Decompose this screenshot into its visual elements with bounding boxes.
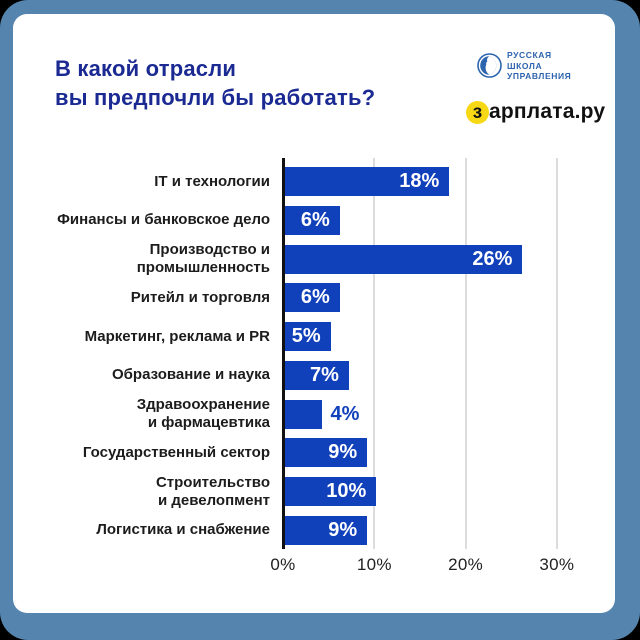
page-title: В какой отрасли вы предпочли бы работать… [55,54,375,112]
gridline [555,158,558,549]
bar-value-label: 10% [326,480,367,502]
zarplata-logo: з арплата.ру [466,100,605,124]
bar-category-label: Государственный сектор [82,443,270,461]
page-title-line2: вы предпочли бы работать? [55,85,376,110]
bar-category-label: Здравоохранение и фармацевтика [136,396,270,431]
gridline [464,158,467,549]
rshu-logo-text-line2: ШКОЛА [507,60,543,71]
bar-value-label: 9% [328,518,358,541]
bar-value-label: 6% [300,286,330,309]
bar-value-label: 6% [300,208,330,231]
gridline [373,158,376,549]
bar-chart: 0% 10% 20% 30% IT и технологии 18% Финансы и б… [13,14,615,613]
bar-value-label: 4% [330,402,360,425]
bar-category-label: Образование и наука [111,366,270,384]
bar [285,399,322,429]
infographic-card: В какой отрасли вы предпочли бы работать… [13,14,615,613]
x-tick-label: 0% [270,555,296,574]
y-axis-line [282,158,285,549]
bar [285,167,450,196]
zarplata-logo-text: арплата.ру [489,100,606,123]
rshu-logo: РУССКАЯ ШКОЛА УПРАВЛЕНИЯ [477,50,571,82]
bar-category-label: Маркетинг, реклама и PR [84,327,270,345]
bar-category-label: IT и технологии [154,172,270,190]
bar [285,244,523,274]
bar-category-label: Финансы и банковское дело [57,211,270,229]
rshu-logo-text-line3: УПРАВЛЕНИЯ [507,71,572,81]
page-title-line1: В какой отрасли [55,56,237,81]
bar-value-label: 9% [328,441,358,464]
bar-category-label: Производство и промышленность [136,241,270,276]
bar-category-label: Ритейл и торговля [130,288,270,306]
rshu-logo-text-line1: РУССКАЯ [507,50,552,60]
rshu-logo-text: РУССКАЯ ШКОЛА УПРАВЛЕНИЯ [507,50,571,82]
zarplata-logo-icon: з [466,100,489,124]
bar-category-label: Строительство и девелопмент [155,473,270,509]
bar-value-label: 7% [310,363,339,386]
bar [285,205,340,235]
bar-value-label: 26% [472,247,513,270]
bar [285,283,340,313]
x-tick-label: 20% [448,555,484,574]
rshu-logo-icon [477,53,502,79]
bar-value-label: 5% [291,325,321,347]
x-tick-label: 30% [539,555,575,574]
bar [285,360,349,390]
bar-category-label: Логистика и снабжение [96,521,270,539]
bar [285,438,368,468]
x-tick-label: 10% [356,555,392,574]
bar [285,477,377,506]
bar-value-label: 18% [399,170,440,192]
bar [285,322,331,351]
bar [285,515,368,545]
